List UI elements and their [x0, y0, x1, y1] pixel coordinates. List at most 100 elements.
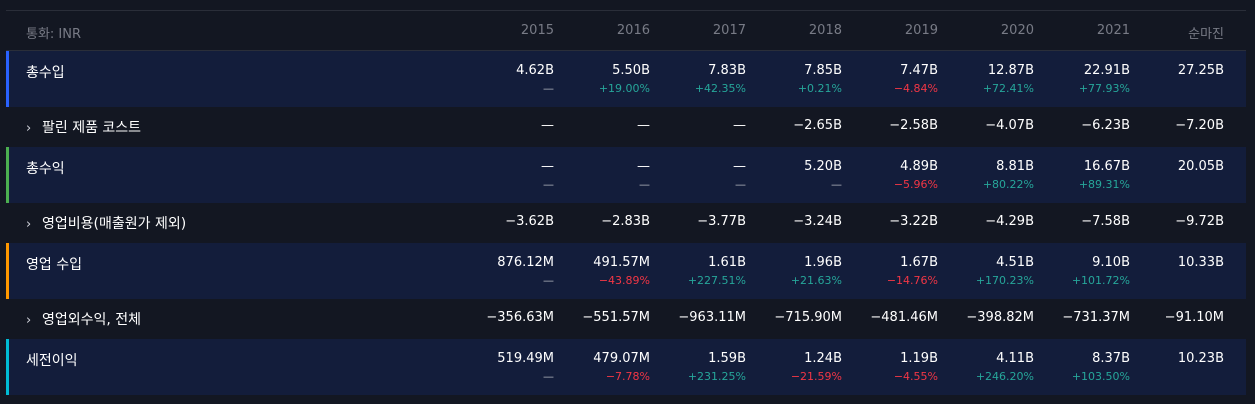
cell-value: 876.12M — [497, 255, 554, 270]
table-row: 영업 수입 876.12M 491.57M 1.61B 1.96B 1.67B 4.51B 9… — [6, 243, 1246, 299]
cell-change: +80.22% — [982, 178, 1034, 191]
cell-value: 4.62B — [516, 63, 554, 78]
column-header-2016: 2016 — [616, 23, 650, 38]
row-label-text: 총수익 — [26, 161, 65, 177]
row-label-text: 세전이익 — [26, 353, 78, 369]
cell-value: 1.59B — [708, 351, 746, 366]
column-header-2018: 2018 — [808, 23, 842, 38]
cell-value: — — [637, 159, 650, 174]
cell-value: 1.67B — [900, 255, 938, 270]
cell-value: 7.83B — [708, 63, 746, 78]
cell-change: +101.72% — [1071, 274, 1130, 287]
cell-value: −3.24B — [793, 214, 842, 229]
column-header-net-margin: 순마진 — [1188, 27, 1224, 42]
cell-value: 7.85B — [804, 63, 842, 78]
cell-value: 7.47B — [900, 63, 938, 78]
cell-value: −6.23B — [1081, 118, 1130, 133]
cell-value: −91.10M — [1164, 310, 1224, 325]
cell-value: −398.82M — [966, 310, 1034, 325]
row-label-text: 총수입 — [26, 65, 65, 81]
chevron-right-icon[interactable]: › — [26, 121, 32, 136]
column-header-2019: 2019 — [904, 23, 938, 38]
cell-value: −9.72B — [1175, 214, 1224, 229]
cell-change: +246.20% — [975, 370, 1034, 383]
cell-value: −715.90M — [774, 310, 842, 325]
row-label[interactable]: › 영업비용(매출원가 제외) — [26, 213, 186, 233]
cell-value: — — [733, 159, 746, 174]
cell-value: 10.23B — [1177, 351, 1224, 366]
cell-value: 22.91B — [1083, 63, 1130, 78]
cell-change: +21.63% — [790, 274, 842, 287]
table-row-expandable[interactable]: › 영업외수익, 전체 −356.63M −551.57M −963.11M −715.9… — [6, 299, 1246, 339]
currency-label: 통화: INR — [26, 27, 82, 42]
row-label-text: 영업 수입 — [26, 257, 82, 273]
cell-value: 519.49M — [497, 351, 554, 366]
cell-change: — — [543, 274, 554, 287]
cell-change: +103.50% — [1071, 370, 1130, 383]
cell-value: 491.57M — [593, 255, 650, 270]
cell-value: −551.57M — [582, 310, 650, 325]
cell-change: +89.31% — [1078, 178, 1130, 191]
row-label: 총수익 — [26, 158, 65, 178]
row-label: 영업 수입 — [26, 254, 82, 274]
table-row: 총수입 4.62B 5.50B 7.83B 7.85B 7.47B 12.87B 22.91B… — [6, 51, 1246, 107]
cell-value: 1.61B — [708, 255, 746, 270]
cell-change: −14.76% — [886, 274, 938, 287]
row-label-text: 영업외수익, 전체 — [42, 312, 142, 328]
cell-value: −2.65B — [793, 118, 842, 133]
cell-value: 5.50B — [612, 63, 650, 78]
cell-value: — — [541, 159, 554, 174]
cell-change: −4.84% — [893, 82, 938, 95]
cell-value: 8.37B — [1092, 351, 1130, 366]
table-row-expandable[interactable]: › 영업비용(매출원가 제외) −3.62B −2.83B −3.77B −3.24B −3… — [6, 203, 1246, 243]
cell-change: +77.93% — [1078, 82, 1130, 95]
cell-value: — — [637, 118, 650, 133]
column-header-2021: 2021 — [1096, 23, 1130, 38]
cell-change: +42.35% — [694, 82, 746, 95]
cell-change: — — [543, 370, 554, 383]
cell-change: +231.25% — [687, 370, 746, 383]
cell-value: 1.24B — [804, 351, 842, 366]
cell-change: +227.51% — [687, 274, 746, 287]
cell-value: 10.33B — [1177, 255, 1224, 270]
column-header-2020: 2020 — [1000, 23, 1034, 38]
cell-value: −963.11M — [678, 310, 746, 325]
row-label[interactable]: › 영업외수익, 전체 — [26, 309, 141, 329]
table-row-expandable[interactable]: › 팔린 제품 코스트 — — — −2.65B −2.58B −4.07B −6.23B −7.… — [6, 107, 1246, 147]
cell-value: — — [733, 118, 746, 133]
financials-table: 통화: INR 2015 2016 2017 2018 2019 2020 20… — [6, 10, 1246, 395]
cell-value: 9.10B — [1092, 255, 1130, 270]
cell-value: 5.20B — [804, 159, 842, 174]
cell-change: — — [831, 178, 842, 191]
cell-value: −356.63M — [486, 310, 554, 325]
chevron-right-icon[interactable]: › — [26, 313, 32, 328]
cell-value: −4.29B — [985, 214, 1034, 229]
cell-value: −3.22B — [889, 214, 938, 229]
row-label: 세전이익 — [26, 350, 78, 370]
cell-value: 1.96B — [804, 255, 842, 270]
cell-value: 1.19B — [900, 351, 938, 366]
row-accent-bar — [6, 243, 9, 299]
row-label[interactable]: › 팔린 제품 코스트 — [26, 117, 141, 137]
row-accent-bar — [6, 147, 9, 203]
cell-change: — — [543, 82, 554, 95]
cell-value: −7.20B — [1175, 118, 1224, 133]
cell-value: 20.05B — [1177, 159, 1224, 174]
table-header: 통화: INR 2015 2016 2017 2018 2019 2020 20… — [6, 10, 1246, 51]
table-row: 세전이익 519.49M 479.07M 1.59B 1.24B 1.19B 4.11B 8.… — [6, 339, 1246, 395]
cell-value: −7.58B — [1081, 214, 1130, 229]
cell-change: +72.41% — [982, 82, 1034, 95]
column-header-2017: 2017 — [712, 23, 746, 38]
table-row: 총수익 — — — 5.20B 4.89B 8.81B 16.67B 20.05B — — — — −5.… — [6, 147, 1246, 203]
table-body: 총수입 4.62B 5.50B 7.83B 7.85B 7.47B 12.87B 22.91B… — [6, 51, 1246, 395]
cell-value: 4.89B — [900, 159, 938, 174]
column-header-2015: 2015 — [520, 23, 554, 38]
cell-value: −731.37M — [1062, 310, 1130, 325]
cell-change: −7.78% — [605, 370, 650, 383]
chevron-right-icon[interactable]: › — [26, 217, 32, 232]
cell-value: −4.07B — [985, 118, 1034, 133]
cell-value: 16.67B — [1083, 159, 1130, 174]
cell-change: — — [735, 178, 746, 191]
cell-value: 27.25B — [1177, 63, 1224, 78]
cell-change: −5.96% — [893, 178, 938, 191]
